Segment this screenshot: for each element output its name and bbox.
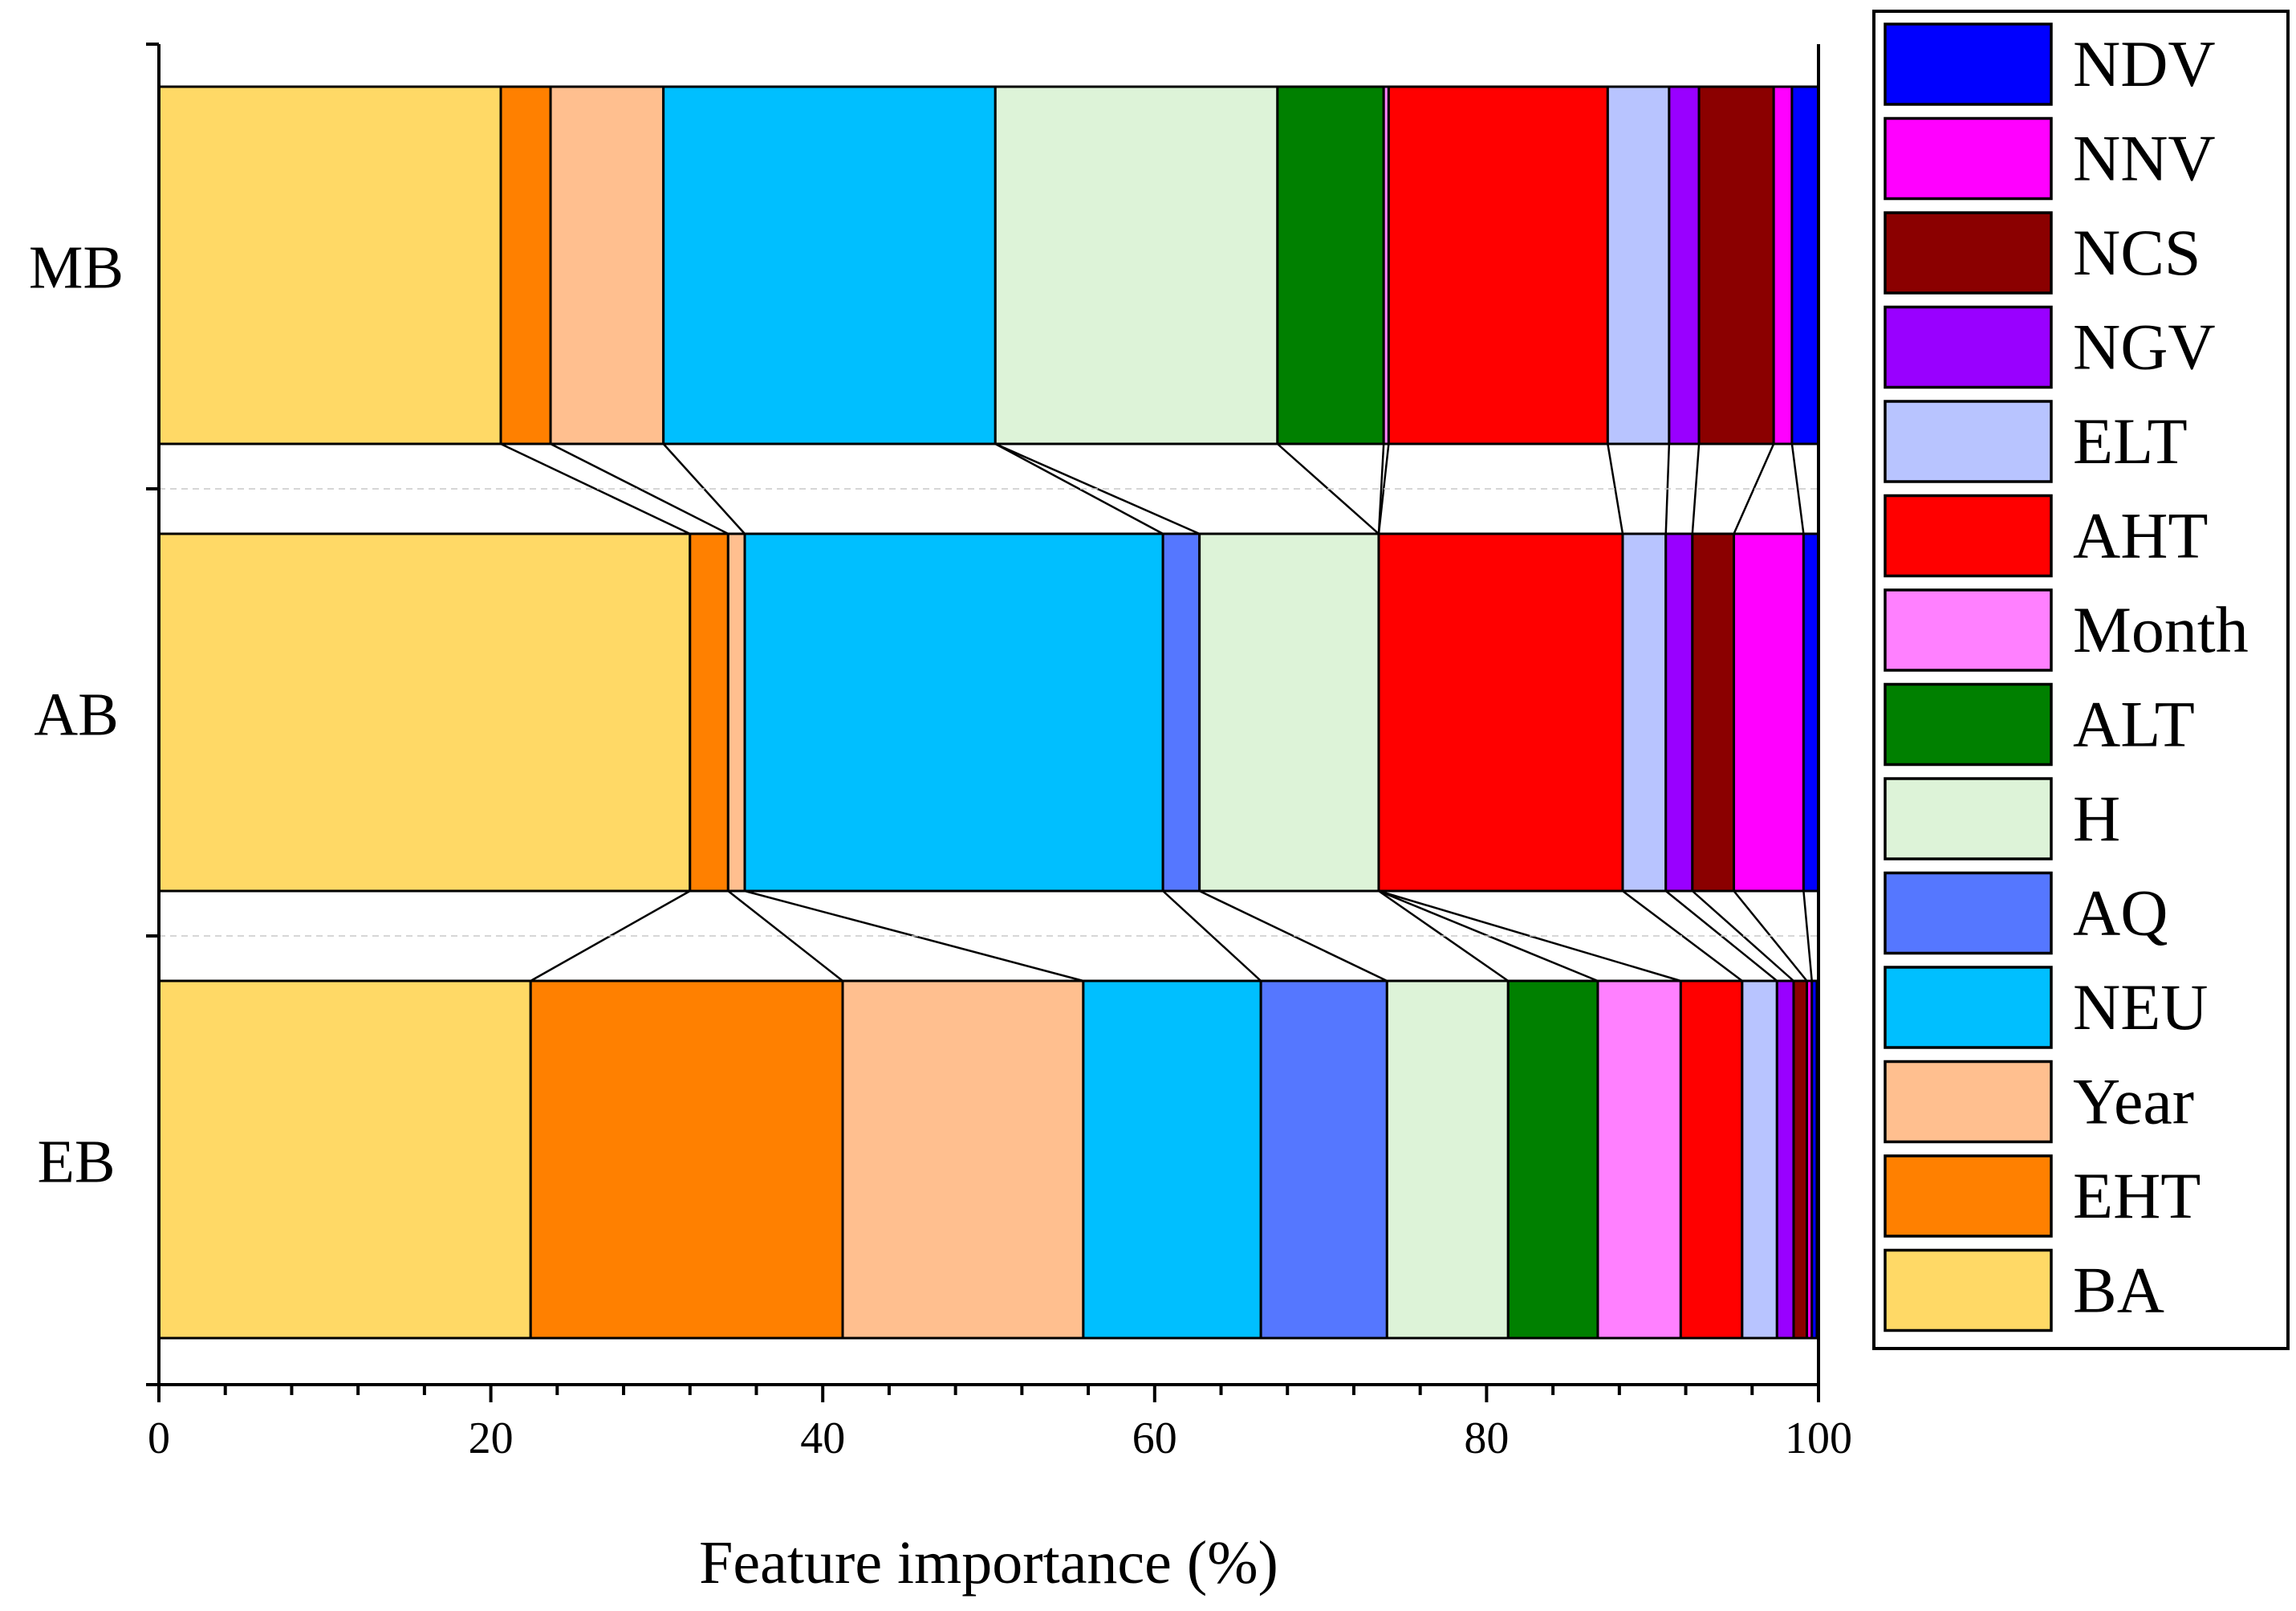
connector-line [1607, 443, 1624, 535]
legend-swatch-ndv [1884, 22, 2053, 106]
y-category-label: AB [34, 681, 119, 749]
legend-label-nnv: NNV [2073, 122, 2216, 195]
legend-swatch-year [1884, 1060, 2053, 1144]
segment-eb-ndv [1810, 979, 1819, 1340]
legend-swatch-ba [1884, 1248, 2053, 1332]
legend-swatch-eht [1884, 1154, 2053, 1238]
segment-mb-ndv [1790, 85, 1820, 445]
segment-eb-alt [1506, 979, 1599, 1340]
segment-eb-elt [1741, 979, 1778, 1340]
stacked-bars [157, 85, 1820, 1340]
segment-mb-ba [157, 85, 502, 445]
segment-eb-aht [1679, 979, 1744, 1340]
connector-line [1622, 890, 1743, 982]
x-tick-label: 100 [1785, 1414, 1852, 1463]
segment-eb-month [1596, 979, 1682, 1340]
segment-eb-ba [157, 979, 532, 1340]
connector-line [994, 442, 1164, 535]
segment-mb-ncs [1697, 85, 1775, 445]
connector-line [550, 442, 729, 535]
segment-ab-elt [1621, 532, 1668, 893]
legend-label-ba: BA [2073, 1254, 2164, 1327]
x-tick-label: 0 [148, 1414, 170, 1463]
legend-label-ncs: NCS [2073, 216, 2201, 289]
segment-ab-ngv [1664, 532, 1694, 893]
legend-label-ndv: NDV [2073, 27, 2216, 100]
legend-swatch-elt [1884, 400, 2053, 483]
segment-eb-eht [529, 979, 844, 1340]
legend-label-ngv: NGV [2073, 311, 2216, 384]
connector-line [727, 890, 843, 982]
segment-eb-h [1385, 979, 1510, 1340]
legend-swatch-ncs [1884, 211, 2053, 295]
legend-label-h: H [2073, 782, 2120, 855]
segment-mb-aht [1387, 85, 1609, 445]
segment-mb-elt [1606, 85, 1671, 445]
legend-label-year: Year [2073, 1065, 2194, 1138]
segment-ab-ndv [1802, 532, 1820, 893]
legend-label-eht: EHT [2073, 1159, 2201, 1232]
segment-mb-year [549, 85, 665, 445]
connector-line [1802, 890, 1813, 982]
segment-ab-h [1198, 532, 1380, 893]
x-tick-label: 80 [1464, 1414, 1509, 1463]
segment-eb-neu [1082, 979, 1262, 1340]
legend-swatch-aq [1884, 871, 2053, 955]
connector-line [1199, 889, 1388, 982]
legend-label-aq: AQ [2073, 877, 2168, 950]
legend-label-aht: AHT [2073, 499, 2209, 572]
legend-swatch-neu [1884, 966, 2053, 1049]
segment-ab-ncs [1691, 532, 1736, 893]
legend-swatch-ngv [1884, 305, 2053, 389]
bar-ab [157, 532, 1820, 893]
connector-line [1691, 443, 1701, 535]
segment-ab-ba [157, 532, 692, 893]
y-category-label: MB [29, 234, 124, 302]
connector-line [1692, 890, 1794, 982]
bar-eb [157, 979, 1819, 1340]
x-tick-label: 60 [1132, 1414, 1177, 1463]
axes: 0 20 40 60 80 100 Feature importance (%) MB AB EB [29, 43, 1852, 1597]
legend-label-elt: ELT [2073, 405, 2188, 478]
x-tick-label: 40 [800, 1414, 845, 1463]
legend-label-month: Month [2073, 593, 2249, 666]
segment-eb-ncs [1792, 979, 1809, 1340]
segment-mb-eht [499, 85, 552, 445]
legend-label-alt: ALT [2073, 688, 2195, 761]
segment-ab-aq [1161, 532, 1201, 893]
segment-ab-neu [743, 532, 1164, 893]
segment-mb-neu [662, 85, 997, 445]
legend-swatch-h [1884, 777, 2053, 860]
legend-swatch-month [1884, 588, 2053, 672]
legend-label-neu: NEU [2073, 970, 2209, 1043]
segment-eb-year [841, 979, 1085, 1340]
segment-eb-ngv [1775, 979, 1795, 1340]
legend-swatch-nnv [1884, 116, 2053, 201]
legend-swatch-alt [1884, 682, 2053, 767]
segment-mb-h [994, 85, 1279, 445]
segment-mb-alt [1276, 85, 1385, 445]
segment-eb-aq [1259, 979, 1388, 1340]
connector-line [1790, 443, 1805, 535]
legend: NDV NNV NCS NGV ELT AHT Month ALT H AQ NEU Year EHT B… [1872, 10, 2290, 1350]
segment-mb-nnv [1772, 85, 1794, 445]
segment-ab-nnv [1733, 532, 1805, 893]
connector-line [1162, 890, 1262, 982]
connector-line [1733, 443, 1775, 535]
connector-line [500, 442, 691, 535]
segment-ab-eht [689, 532, 729, 893]
segment-mb-ngv [1668, 85, 1701, 445]
x-tick-label: 20 [469, 1414, 514, 1463]
segment-ab-aht [1377, 532, 1624, 893]
bar-mb [157, 85, 1820, 445]
x-axis-title: Feature importance (%) [699, 1529, 1278, 1597]
legend-swatch-aht [1884, 494, 2053, 578]
y-category-label: EB [37, 1129, 115, 1196]
segment-ab-year [726, 532, 746, 893]
